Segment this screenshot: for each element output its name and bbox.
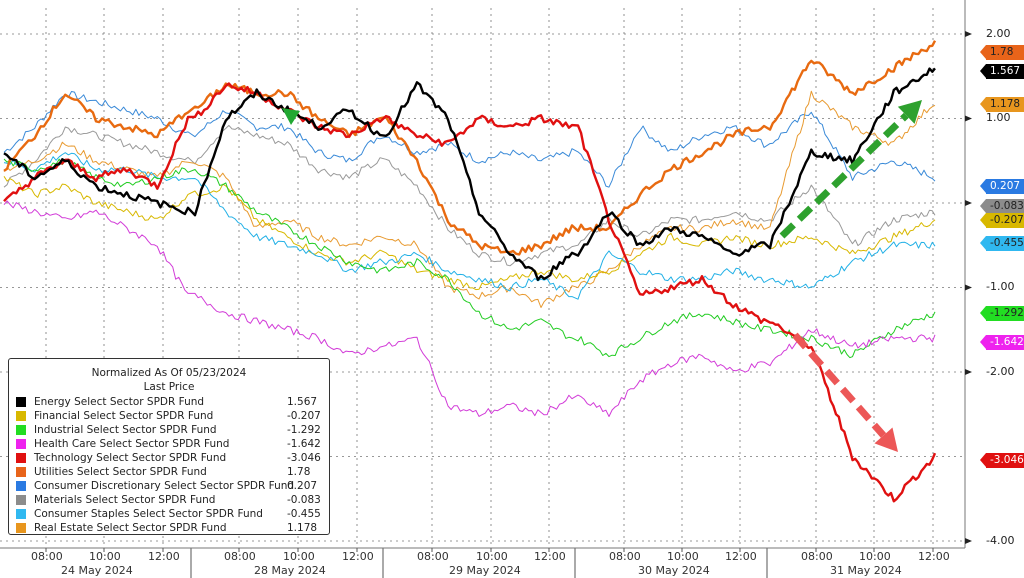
legend-label: Energy Select Sector SPDR Fund [34,396,205,408]
legend-item: Industrial Select Sector SPDR Fund -1.292 [9,423,329,437]
last-value-tag: -0.207 [980,213,1024,228]
x-tick-label: 10:00 [89,550,121,563]
legend-label: Health Care Select Sector SPDR Fund [34,438,230,450]
x-day-label: 31 May 2024 [830,564,902,577]
green-triangle-marker [282,108,300,125]
legend-swatch [16,411,26,421]
legend-item: Real Estate Select Sector SPDR Fund 1.178 [9,521,329,535]
y-tick-label: -1.00 [986,280,1015,293]
x-tick-label: 10:00 [283,550,315,563]
x-tick-label: 12:00 [918,550,950,563]
legend-item: Energy Select Sector SPDR Fund 1.567 [9,395,329,409]
legend-label: Consumer Discretionary Select Sector SPD… [34,480,295,492]
last-value-tag: 1.178 [980,97,1024,112]
legend-item: Utilities Select Sector SPDR Fund 1.78 [9,465,329,479]
x-tick-label: 12:00 [725,550,757,563]
y-tick-label: -4.00 [986,534,1015,547]
x-day-label: 24 May 2024 [61,564,133,577]
y-tick-label: 1.00 [986,111,1011,124]
legend-value: -1.292 [287,424,321,436]
last-value-tag: -3.046 [980,453,1024,468]
x-day-label: 30 May 2024 [638,564,710,577]
legend-value: -3.046 [287,452,321,464]
legend-label: Industrial Select Sector SPDR Fund [34,424,217,436]
last-value-tag: 1.78 [980,45,1024,60]
x-tick-label: 10:00 [667,550,699,563]
x-tick-label: 12:00 [148,550,180,563]
y-tick-label: -2.00 [986,365,1015,378]
x-tick-label: 08:00 [801,550,833,563]
legend-value: 1.178 [287,522,318,534]
legend-swatch [16,495,26,505]
annotation-arrow [779,100,922,239]
legend-title: Normalized As Of 05/23/2024 [91,367,247,379]
x-day-label: 28 May 2024 [254,564,326,577]
legend-label: Materials Select Sector SPDR Fund [34,494,216,506]
legend-swatch [16,481,26,491]
x-tick-label: 12:00 [534,550,566,563]
legend-item: Technology Select Sector SPDR Fund -3.046 [9,451,329,465]
annotation-arrows [282,100,922,452]
legend-value: -0.455 [287,508,321,520]
legend-label: Utilities Select Sector SPDR Fund [34,466,207,478]
legend-label: Real Estate Select Sector SPDR Fund [34,522,227,534]
session-dividers [190,548,768,578]
legend-value: 1.78 [287,466,311,478]
x-day-label: 29 May 2024 [449,564,521,577]
legend-item: Financial Select Sector SPDR Fund -0.207 [9,409,329,423]
legend-label: Financial Select Sector SPDR Fund [34,410,214,422]
last-value-tag: 1.567 [980,64,1024,79]
x-tick-label: 08:00 [609,550,641,563]
x-tick-label: 12:00 [342,550,374,563]
last-value-tag: -1.642 [980,335,1024,350]
annotation-arrow [792,332,898,452]
x-tick-label: 08:00 [224,550,256,563]
legend-item: Materials Select Sector SPDR Fund -0.083 [9,493,329,507]
axes [0,0,972,552]
legend-value: -0.207 [287,410,321,422]
legend-value: 1.567 [287,396,318,408]
last-value-tag: -0.455 [980,236,1024,251]
last-value-tag: -1.292 [980,306,1024,321]
legend-subtitle: Last Price [143,381,195,393]
x-tick-label: 10:00 [859,550,891,563]
legend-swatch [16,467,26,477]
legend-label: Technology Select Sector SPDR Fund [34,452,227,464]
legend-value: -1.642 [287,438,321,450]
legend-item: Consumer Discretionary Select Sector SPD… [9,479,329,493]
legend-value: -0.083 [287,494,321,506]
legend-item: Health Care Select Sector SPDR Fund -1.64… [9,437,329,451]
legend-value: 0.207 [287,480,318,492]
last-value-tag: 0.207 [980,179,1024,194]
legend-swatch [16,425,26,435]
x-tick-label: 08:00 [417,550,449,563]
legend-items: Energy Select Sector SPDR Fund 1.567 Finan… [9,395,329,535]
legend-swatch [16,439,26,449]
legend-swatch [16,523,26,533]
legend-label: Consumer Staples Select Sector SPDR Fund [34,508,263,520]
x-tick-label: 08:00 [31,550,63,563]
legend-swatch [16,397,26,407]
legend-swatch [16,509,26,519]
y-tick-label: 2.00 [986,27,1011,40]
x-tick-label: 10:00 [476,550,508,563]
last-value-tag: -0.083 [980,199,1024,214]
chart-legend: Normalized As Of 05/23/2024 Last Price E… [8,358,330,535]
legend-item: Consumer Staples Select Sector SPDR Fund… [9,507,329,521]
legend-swatch [16,453,26,463]
